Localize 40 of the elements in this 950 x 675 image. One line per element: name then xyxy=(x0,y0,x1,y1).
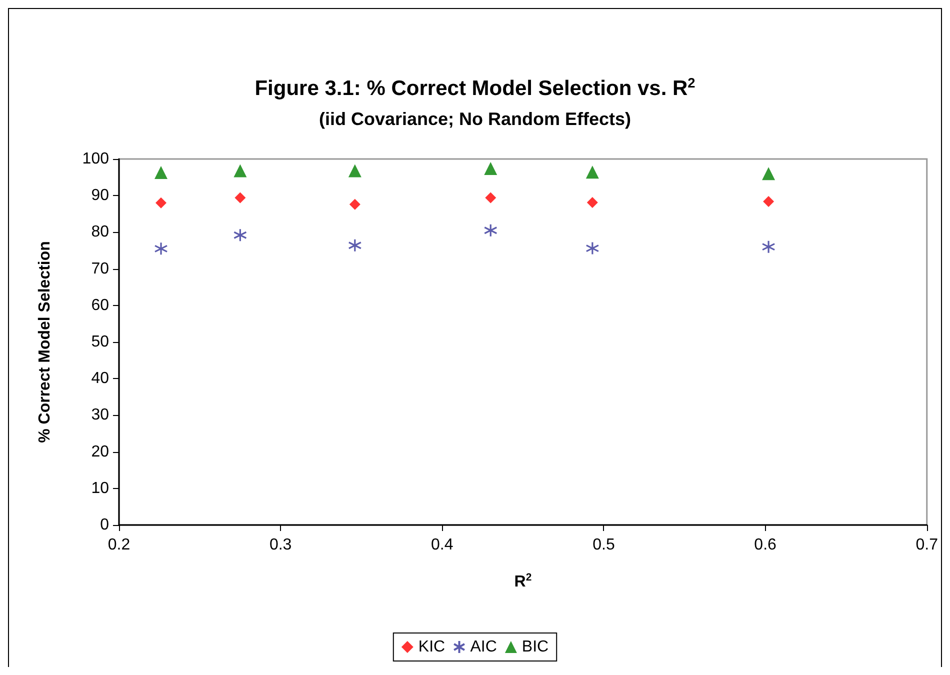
point xyxy=(762,240,776,254)
y-tick-label: 50 xyxy=(91,334,110,350)
point xyxy=(234,192,246,204)
point xyxy=(586,197,598,208)
y-tick-label: 30 xyxy=(91,406,110,424)
y-tick-label: 80 xyxy=(91,224,110,241)
point xyxy=(349,198,360,210)
legend-label: KIC xyxy=(418,638,446,656)
y-tick-label: 60 xyxy=(91,296,110,314)
point xyxy=(348,164,362,178)
y-tick-label: 10 xyxy=(91,480,110,497)
point xyxy=(154,166,168,180)
point xyxy=(586,166,599,179)
y-tick-label: 20 xyxy=(91,443,110,460)
legend-label: BIC xyxy=(522,638,549,656)
x-tick-label: 0.7 xyxy=(916,536,938,554)
point xyxy=(484,224,498,238)
y-tick-label: 100 xyxy=(82,150,110,168)
point xyxy=(154,242,168,256)
legend-label: AIC xyxy=(470,638,497,656)
point xyxy=(233,228,247,242)
y-tick-label: 70 xyxy=(91,260,110,278)
point xyxy=(762,167,776,180)
y-tick-label: 0 xyxy=(100,516,110,534)
x-tick-label: 0.2 xyxy=(108,536,130,554)
point xyxy=(586,242,600,256)
y-axis-title: % Correct Model Selection xyxy=(36,241,54,443)
x-tick-label: 0.5 xyxy=(592,536,615,554)
y-tick-label: 90 xyxy=(91,187,110,204)
point xyxy=(156,197,167,208)
x-tick-label: 0.6 xyxy=(754,536,777,554)
x-tick-label: 0.4 xyxy=(431,536,454,554)
x-tick-label: 0.3 xyxy=(269,536,292,554)
chart-subtitle: (iid Covariance; No Random Effects) xyxy=(318,109,632,129)
y-tick-label: 40 xyxy=(91,370,110,388)
point xyxy=(234,164,247,178)
point xyxy=(763,196,774,207)
point xyxy=(348,238,362,252)
point xyxy=(485,192,496,204)
point xyxy=(484,162,498,176)
